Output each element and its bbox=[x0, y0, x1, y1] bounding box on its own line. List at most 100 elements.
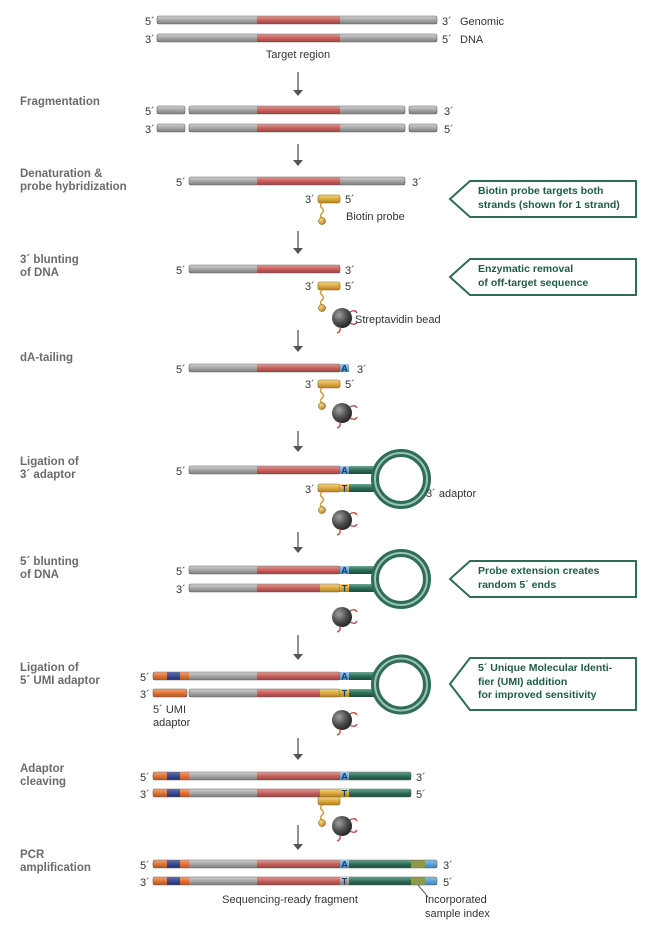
amplified-top-strand bbox=[152, 859, 438, 869]
base-label: A bbox=[341, 860, 348, 870]
bottom-strand bbox=[188, 688, 341, 698]
end-label: 3´ bbox=[140, 689, 150, 701]
strand-outline bbox=[156, 33, 438, 43]
strand-segment bbox=[257, 16, 340, 24]
strand-segment bbox=[340, 106, 405, 114]
streptavidin-arms bbox=[336, 609, 358, 633]
strand-outline bbox=[152, 771, 412, 781]
fragment-left-top bbox=[156, 105, 186, 115]
incorporated-label: Incorporated bbox=[425, 894, 487, 906]
fragment-main-bottom bbox=[188, 123, 406, 133]
strand-segment bbox=[409, 106, 437, 114]
umi-label: 5´ UMI bbox=[153, 704, 186, 716]
strand-segment bbox=[349, 877, 411, 885]
strand-outline bbox=[188, 123, 406, 133]
bead-body bbox=[332, 607, 352, 627]
strand-outline bbox=[152, 859, 438, 869]
base-a bbox=[340, 672, 349, 680]
strand-segment bbox=[257, 772, 340, 780]
umi-adaptor-bottom bbox=[153, 689, 187, 697]
strand-segment bbox=[257, 466, 340, 474]
strand-segment bbox=[153, 772, 167, 780]
step-arrow bbox=[293, 231, 303, 254]
end-label: 5´ bbox=[140, 672, 150, 684]
streptavidin-bead bbox=[332, 510, 358, 536]
strand-segment bbox=[180, 772, 189, 780]
ssdna-ligated bbox=[188, 465, 341, 475]
arrow-head bbox=[293, 160, 303, 166]
arrow-head bbox=[293, 754, 303, 760]
strand-outline bbox=[152, 788, 412, 798]
strand-segment bbox=[180, 877, 189, 885]
end-label: 5´ bbox=[345, 281, 355, 293]
adaptor-bottom-arm bbox=[349, 484, 379, 492]
adaptor-top-arm bbox=[349, 672, 379, 680]
bead-body bbox=[332, 510, 352, 530]
bead-body bbox=[332, 710, 352, 730]
probe-segment bbox=[317, 194, 341, 204]
strand-segment bbox=[409, 124, 437, 132]
strand-segment bbox=[340, 16, 437, 24]
probe-segment bbox=[317, 379, 341, 389]
end-label: 3´ bbox=[176, 584, 186, 596]
base-label: A bbox=[341, 672, 348, 682]
sample-index-label: sample index bbox=[425, 908, 490, 920]
step-arrow bbox=[293, 738, 303, 760]
end-label: 5´ bbox=[176, 466, 186, 478]
streptavidin-bead bbox=[332, 710, 358, 736]
end-label: 5´ bbox=[145, 16, 155, 28]
probe-segment bbox=[317, 796, 341, 806]
base-label: A bbox=[341, 566, 348, 576]
base-t bbox=[340, 584, 349, 592]
end-label: 3´ bbox=[305, 281, 315, 293]
base-t bbox=[340, 789, 349, 797]
strand-segment bbox=[411, 877, 425, 885]
strand-segment bbox=[257, 789, 320, 797]
strand-outline bbox=[408, 105, 438, 115]
step-arrow bbox=[293, 144, 303, 166]
callout-text: Biotin probe targets both strands (shown… bbox=[478, 185, 620, 211]
bead-body bbox=[332, 403, 352, 423]
top-strand-umi bbox=[152, 671, 341, 681]
strand-segment bbox=[257, 124, 340, 132]
streptavidin-arms bbox=[336, 405, 358, 429]
base-label: A bbox=[341, 466, 348, 476]
adaptor-hairpin bbox=[349, 449, 431, 509]
strand-segment bbox=[257, 672, 340, 680]
fragment-right-top bbox=[408, 105, 438, 115]
end-label: 5´ bbox=[176, 177, 186, 189]
strand-segment bbox=[189, 124, 257, 132]
end-label: 5´ bbox=[345, 194, 355, 206]
step-label-pcr: PCR amplification bbox=[20, 849, 91, 874]
strand-outline bbox=[152, 876, 438, 886]
fragment-main-top bbox=[188, 105, 406, 115]
end-label: 3´ bbox=[357, 364, 367, 376]
base-label: T bbox=[342, 584, 348, 594]
end-label: 3´ bbox=[145, 124, 155, 136]
genomic-dna-bottom bbox=[156, 33, 438, 43]
fragment-left-bottom bbox=[156, 123, 186, 133]
strand-segment bbox=[257, 265, 340, 273]
strand-segment bbox=[189, 466, 257, 474]
base-a bbox=[340, 566, 349, 574]
ssdna-denatured bbox=[188, 176, 406, 186]
strand-segment bbox=[349, 860, 411, 868]
strand-segment bbox=[153, 877, 167, 885]
biotin-ball bbox=[318, 402, 326, 410]
adaptor-hairpin bbox=[349, 549, 431, 609]
strand-segment bbox=[425, 877, 437, 885]
arrow-head bbox=[293, 844, 303, 850]
strand-segment bbox=[189, 364, 257, 372]
target-region-label: Target region bbox=[266, 49, 330, 61]
callout-biotin-probe: Biotin probe targets both strands (shown… bbox=[448, 180, 637, 218]
end-label: 5´ bbox=[176, 566, 186, 578]
strand-outline bbox=[156, 15, 438, 25]
end-label: 3´ bbox=[442, 16, 452, 28]
strand-outline bbox=[408, 123, 438, 133]
strand-segment bbox=[320, 789, 340, 797]
strand-segment bbox=[189, 106, 257, 114]
base-label: T bbox=[342, 877, 348, 887]
step-label-da-tailing: dA-tailing bbox=[20, 352, 74, 364]
streptavidin-arms bbox=[336, 310, 358, 334]
